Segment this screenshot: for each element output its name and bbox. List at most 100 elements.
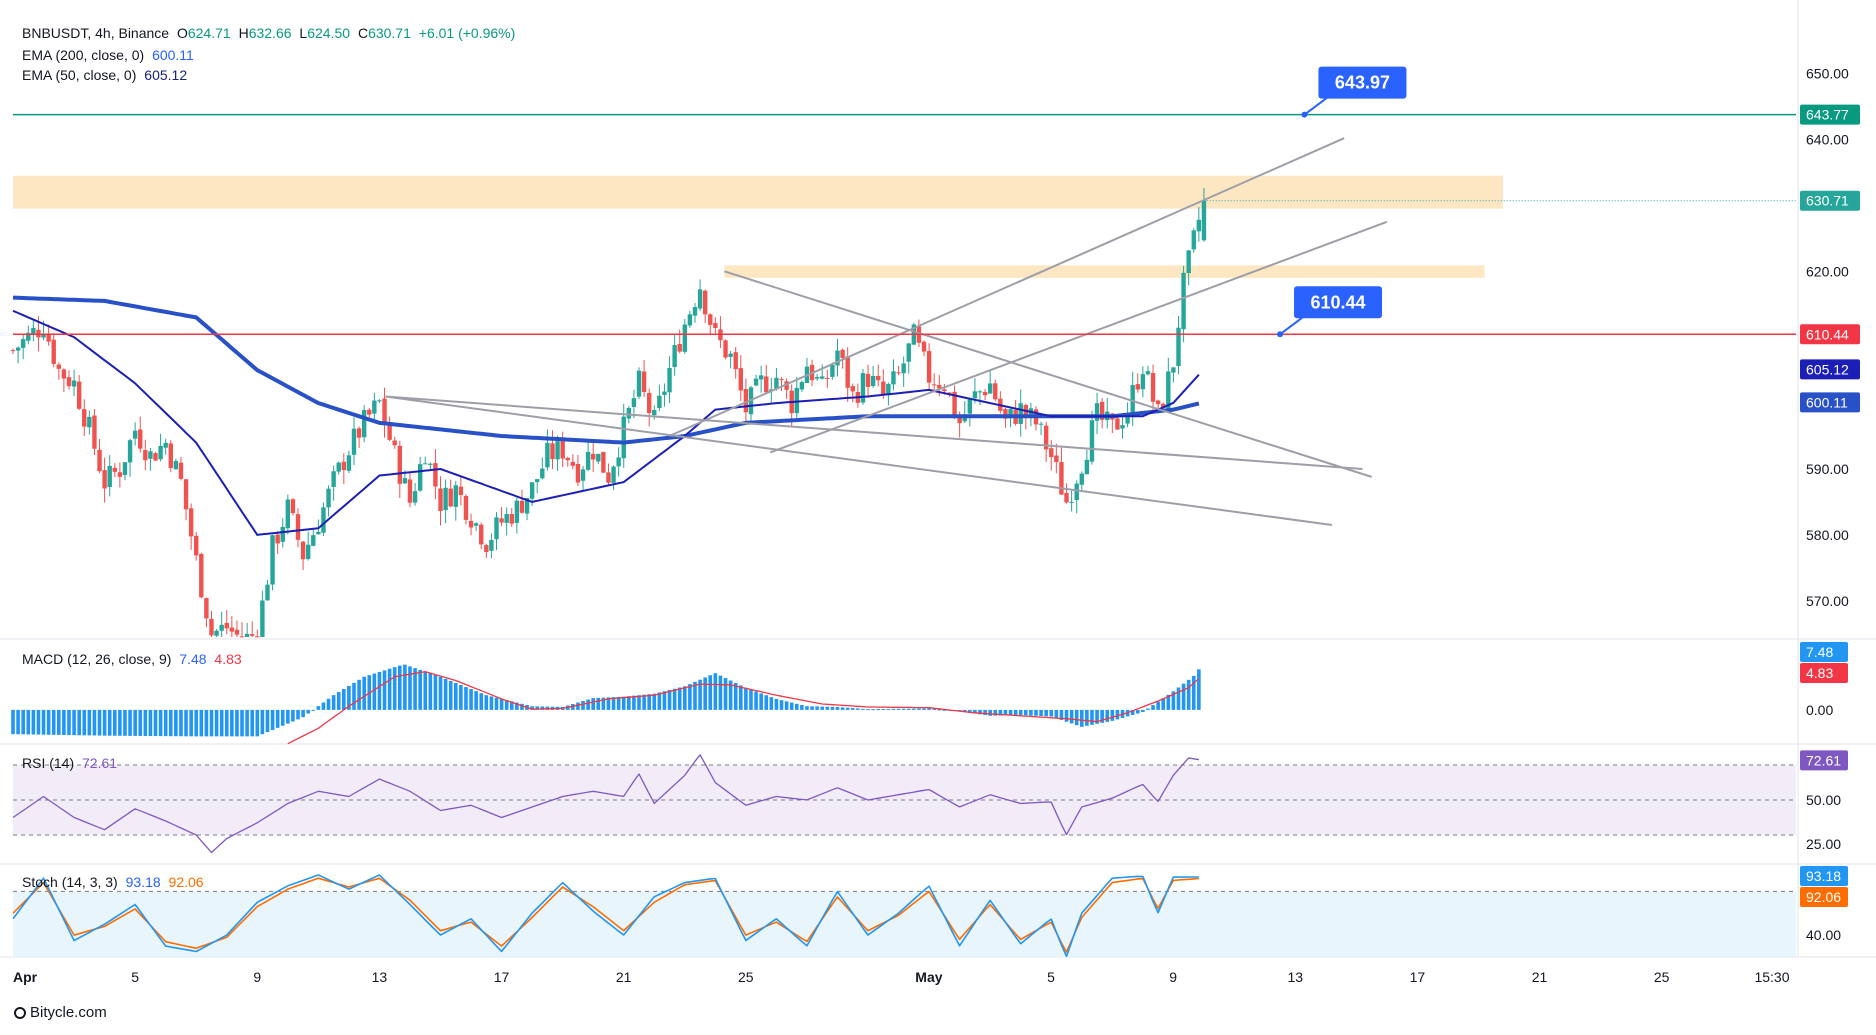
candle-body [682,324,688,352]
macd-histogram-bar [174,709,178,737]
candle-body [433,463,438,487]
candle-body [15,347,21,351]
macd-histogram-bar [494,697,499,710]
macd-histogram-bar [718,675,723,710]
candle-body [713,323,718,328]
macd-histogram-bar [199,709,204,737]
macd-histogram-bar [41,709,46,735]
candle-body [336,462,341,472]
macd-histogram-bar [713,673,718,710]
macd-histogram-bar [464,687,468,710]
candle-body [881,381,886,395]
callout-pointer-0 [1303,95,1330,116]
candle-body [204,598,209,619]
callout-anchor-1 [1277,331,1284,338]
candle-body [1069,501,1074,503]
macd-histogram-bar [657,692,662,710]
macd-histogram-bar [1024,709,1028,716]
macd-histogram-bar [927,708,931,710]
time-tick-label: 25 [1654,969,1670,985]
macd-histogram-bar [672,688,677,710]
candle-body [1140,374,1146,390]
candle-body [799,382,805,390]
time-tick-label: 25 [738,969,754,985]
price-tag-text-610.44: 610.44 [1806,326,1849,342]
candle-body [876,375,881,381]
macd-histogram-bar [362,676,366,710]
candle-body [987,383,993,394]
macd-histogram-bar [118,709,122,736]
candle-body [132,430,138,439]
candle-body [845,356,850,388]
macd-histogram-bar [260,709,265,735]
candle-body [1125,413,1130,424]
macd-histogram-bar [179,709,183,737]
candle-body [657,395,662,409]
price-tick-label: 590.00 [1806,461,1849,477]
macd-histogram-bar [596,697,601,710]
macd-histogram-bar [138,709,143,736]
rsi-line [12,754,1200,854]
candle-body [173,461,179,470]
candle-body [1171,367,1176,373]
macd-histogram-bar [703,677,707,710]
candle-body [921,341,927,352]
macd-histogram-bar [1044,709,1048,717]
macd-histogram-bar [1049,709,1054,717]
macd-histogram-bar [962,709,967,713]
macd-histogram-bar [637,695,641,710]
macd-histogram-bar [1197,669,1201,710]
macd-histogram-bar [784,701,789,710]
macd-histogram-bar [1151,705,1155,710]
macd-histogram-bar [235,709,239,737]
macd-histogram-bar [57,709,61,735]
macd-histogram-bar [1059,709,1064,721]
macd-histogram-bar [398,665,402,710]
macd-histogram-bar [856,708,860,710]
candle-body [117,472,123,477]
macd-histogram-bar [1069,709,1074,724]
candle-body [280,526,285,542]
macd-histogram-bar [810,706,814,710]
stoch-band [13,891,1796,957]
candle-body [305,544,311,559]
rsi-label: RSI (14) [22,755,75,771]
candle-body [1003,409,1008,419]
candle-body [92,415,97,449]
candle-body [529,482,535,499]
rsi-tag-text: 72.61 [1806,752,1841,768]
candle-body [316,531,321,535]
candle-body [1191,230,1196,250]
macd-histogram-bar [438,676,443,710]
candle-body [463,496,469,520]
macd-histogram-bar [845,707,850,710]
macd-histogram-bar [922,708,926,710]
macd-histogram-bar [316,706,321,710]
macd-histogram-bar [11,709,15,735]
price-tag-605.12 [1800,359,1860,380]
macd-histogram-bar [209,709,214,737]
macd-histogram-bar [1176,687,1181,710]
macd-histogram-bar [102,709,107,736]
macd-histogram-bar [779,700,784,710]
macd-histogram-bar [988,709,992,716]
callout-text-1: 610.44 [1310,292,1365,312]
candle-body [931,384,937,386]
macd-histogram-bar [912,708,916,710]
price-tag-643.77 [1800,104,1860,125]
candle-body [1008,409,1013,419]
low-value: 624.50 [307,25,351,41]
macd-histogram-bar [418,669,422,710]
macd-histogram-bar [530,706,534,710]
candle-body [489,539,494,551]
macd-histogram-bar [36,709,41,735]
macd-histogram-bar [291,709,295,722]
high-value: 632.66 [248,25,292,41]
candle-body [51,339,56,364]
macd-histogram-bar [280,709,285,726]
macd-histogram-bar [51,709,56,735]
macd-histogram-bar [968,709,972,713]
macd-histogram-bar [296,709,300,720]
candle-body [738,368,743,391]
candle-body [61,369,67,379]
